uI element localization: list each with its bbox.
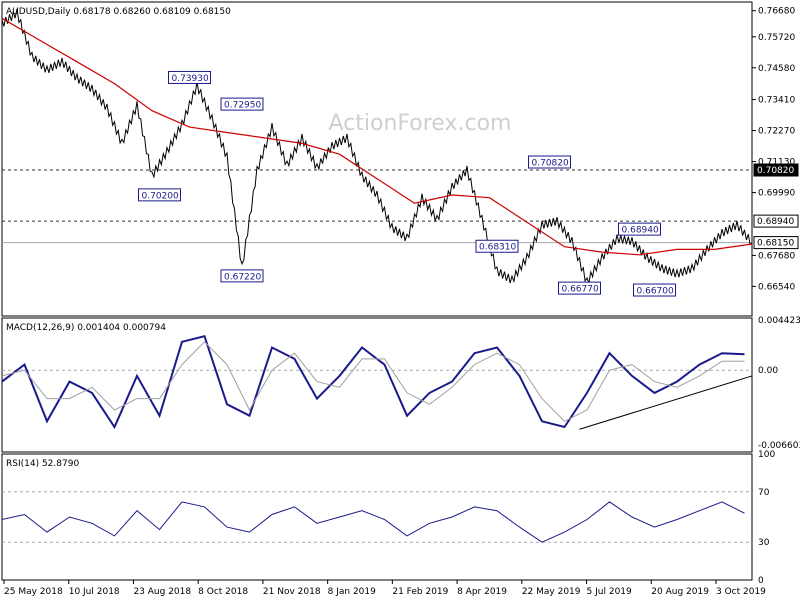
price-panel-frame — [1, 1, 753, 317]
watermark: ActionForex.com — [329, 111, 512, 136]
price-title: AUDUSD,Daily 0.68178 0.68260 0.68109 0.6… — [6, 7, 231, 17]
price-y-tick-label: 0.67680 — [758, 251, 795, 261]
x-tick-label: 8 Jan 2019 — [328, 587, 376, 597]
price-level-tag — [753, 214, 799, 228]
rsi-title: RSI(14) 52.8790 — [6, 459, 79, 469]
macd-line — [1, 335, 745, 430]
x-tick-label: 8 Oct 2018 — [198, 587, 248, 597]
price-annotation-box — [220, 269, 264, 283]
rsi-y-tick-label: 30 — [758, 538, 770, 548]
price-level-tag — [753, 236, 799, 250]
x-tick-label: 21 Nov 2018 — [263, 587, 321, 597]
price-annotation-label: 0.70820 — [532, 159, 569, 169]
price-y-tick-label: 0.74580 — [758, 64, 795, 74]
price-annotation-label: 0.66770 — [562, 285, 599, 295]
price-annotation-label: 0.68310 — [479, 243, 516, 253]
price-y-tick-label: 0.71130 — [758, 158, 795, 168]
price-annotation-label: 0.67220 — [224, 272, 261, 282]
price-annotation-label: 0.66700 — [637, 287, 674, 297]
price-annotation-label: 0.70200 — [142, 191, 179, 201]
rsi-y-tick-label: 70 — [758, 488, 770, 498]
x-tick-label: 23 Aug 2018 — [133, 587, 191, 597]
price-series-line — [1, 8, 753, 285]
macd-y-tick-label: 0.00 — [758, 366, 778, 376]
price-annotation-box — [168, 70, 211, 84]
price-annotation-box — [528, 155, 571, 169]
x-tick-label: 3 Oct 2019 — [716, 587, 766, 597]
price-level-tag-label: 0.68940 — [757, 217, 794, 227]
price-annotation-label: 0.72950 — [224, 101, 261, 111]
price-level-tag-label: 0.68150 — [757, 239, 794, 249]
price-y-tick-label: 0.75720 — [758, 33, 795, 43]
price-level-tag — [753, 163, 799, 177]
x-tick-label: 25 May 2018 — [4, 587, 63, 597]
macd-panel-frame — [1, 317, 753, 453]
price-y-tick-label: 0.76680 — [758, 7, 795, 17]
x-tick-label: 21 Feb 2019 — [392, 587, 448, 597]
price-annotation-box — [220, 97, 264, 111]
macd-title: MACD(12,26,9) 0.001404 0.000794 — [6, 323, 166, 333]
price-annotation-box — [138, 188, 181, 202]
macd-y-tick-label: 0.004423 — [758, 316, 800, 326]
macd-signal-line — [1, 341, 745, 422]
x-tick-label: 10 Jul 2018 — [69, 587, 120, 597]
price-y-tick-label: 0.72270 — [758, 127, 795, 137]
price-annotation-label: 0.68940 — [622, 226, 659, 236]
price-y-tick-label: 0.69990 — [758, 189, 795, 199]
price-annotation-box — [475, 239, 519, 253]
price-annotation-box — [633, 283, 676, 297]
price-y-tick-label: 0.66540 — [758, 282, 795, 292]
price-annotation-box — [558, 281, 601, 295]
rsi-y-tick-label: 100 — [758, 450, 775, 460]
moving-average-line — [1, 17, 753, 256]
rsi-panel-frame — [1, 453, 753, 581]
x-tick-label: 8 Apr 2019 — [457, 587, 507, 597]
macd-y-tick-label: -0.006603 — [758, 441, 800, 451]
rsi-line — [1, 501, 745, 543]
macd-trendline — [579, 375, 753, 430]
price-annotation-label: 0.73930 — [172, 74, 209, 84]
x-tick-label: 20 Aug 2019 — [651, 587, 709, 597]
x-tick-label: 22 May 2019 — [522, 587, 581, 597]
price-y-tick-label: 0.73410 — [758, 96, 795, 106]
price-level-tag-label: 0.70820 — [757, 166, 794, 176]
rsi-y-tick-label: 0 — [758, 576, 764, 586]
x-tick-label: 5 Jul 2019 — [587, 587, 632, 597]
price-annotation-box — [618, 222, 661, 236]
